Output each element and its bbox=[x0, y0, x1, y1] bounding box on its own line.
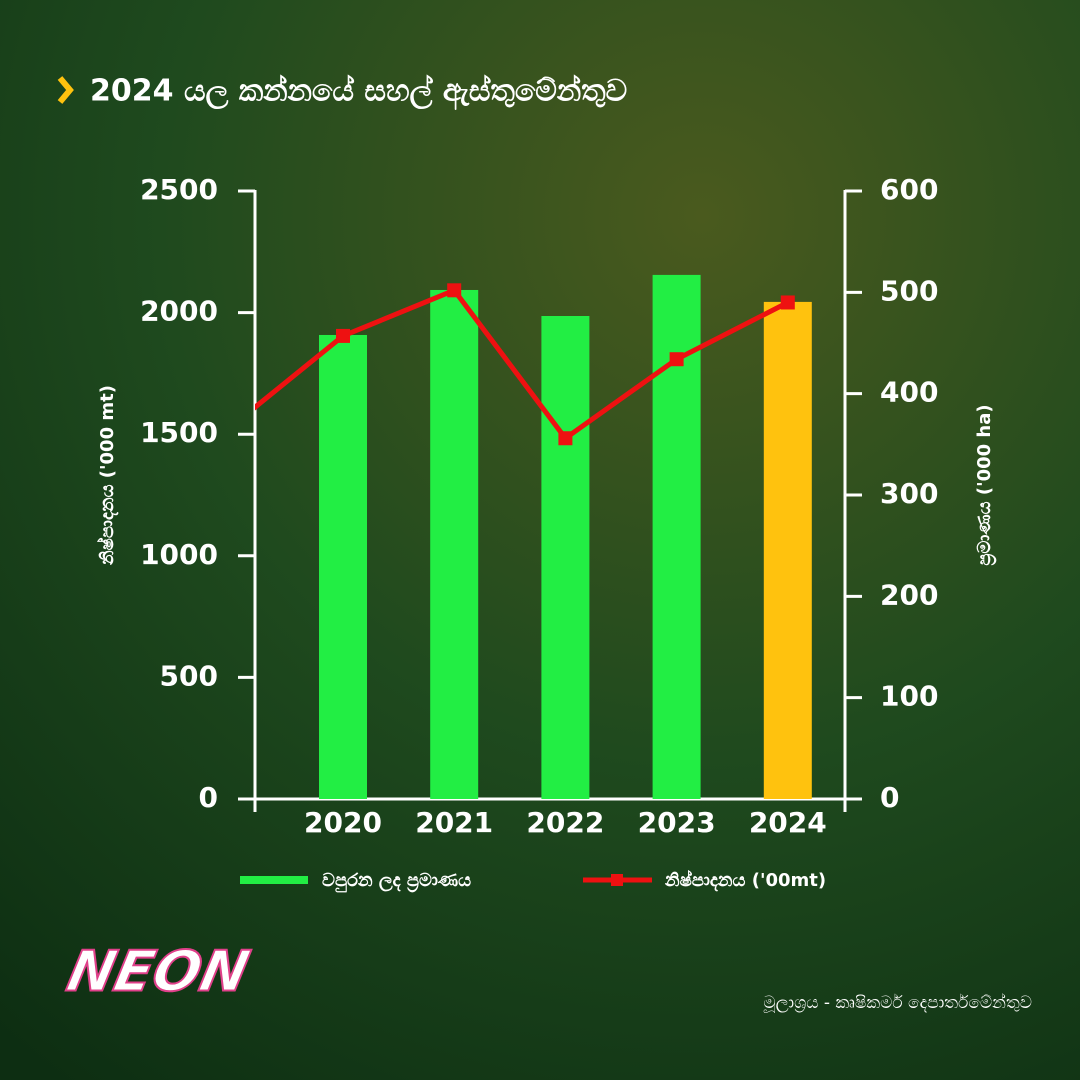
y-axis-label: නිෂ්පාදනය ('000 mt) bbox=[96, 385, 119, 566]
title-chevron bbox=[57, 76, 74, 104]
legend-label: නිෂ්පාදනය ('00mt) bbox=[664, 869, 826, 892]
x-tick-label: 2021 bbox=[415, 806, 493, 839]
bar bbox=[763, 301, 812, 799]
y-tick-label: 2000 bbox=[140, 295, 218, 328]
bar bbox=[541, 316, 590, 799]
line-marker bbox=[669, 352, 684, 367]
bar bbox=[430, 289, 479, 799]
chart-title: 2024 යල කන්නයේ සහල් ඇස්තුමේන්තුව bbox=[90, 74, 627, 111]
source: මූලාශ්‍රය - කෘෂිකර්ම දෙපාර්තමේන්තුව bbox=[763, 993, 1032, 1013]
y2-tick-label: 0 bbox=[880, 781, 899, 814]
legend-label: වපුරන ලද ප්‍රමාණය bbox=[322, 870, 471, 892]
x-tick-label: 2020 bbox=[304, 806, 382, 839]
y-tick-label: 1500 bbox=[140, 416, 218, 449]
line bbox=[255, 287, 789, 442]
x-tick-label: 2024 bbox=[749, 806, 827, 839]
y2-tick-label: 500 bbox=[880, 274, 938, 307]
line-marker bbox=[447, 283, 462, 298]
line-marker bbox=[336, 328, 350, 343]
line-marker bbox=[558, 431, 573, 446]
logo: NEON bbox=[62, 939, 255, 1004]
y2-tick-label: 300 bbox=[880, 477, 938, 510]
y2-tick-label: 600 bbox=[880, 173, 938, 206]
y2-axis-label: ප්‍රමාණය ('000 ha) bbox=[974, 404, 996, 565]
bar bbox=[319, 334, 367, 799]
y-tick-label: 0 bbox=[199, 781, 218, 814]
y2-tick-label: 200 bbox=[880, 578, 938, 611]
y-tick-label: 2500 bbox=[140, 173, 218, 206]
line-marker bbox=[780, 295, 795, 310]
x-tick-label: 2022 bbox=[526, 806, 604, 839]
x-tick-label: 2023 bbox=[638, 806, 716, 839]
y2-tick-label: 400 bbox=[880, 376, 938, 409]
y-tick-label: 500 bbox=[160, 659, 218, 692]
y2-tick-label: 100 bbox=[880, 680, 938, 713]
plot-area bbox=[255, 274, 812, 799]
legend-marker bbox=[611, 874, 623, 886]
y-tick-label: 1000 bbox=[140, 538, 218, 571]
